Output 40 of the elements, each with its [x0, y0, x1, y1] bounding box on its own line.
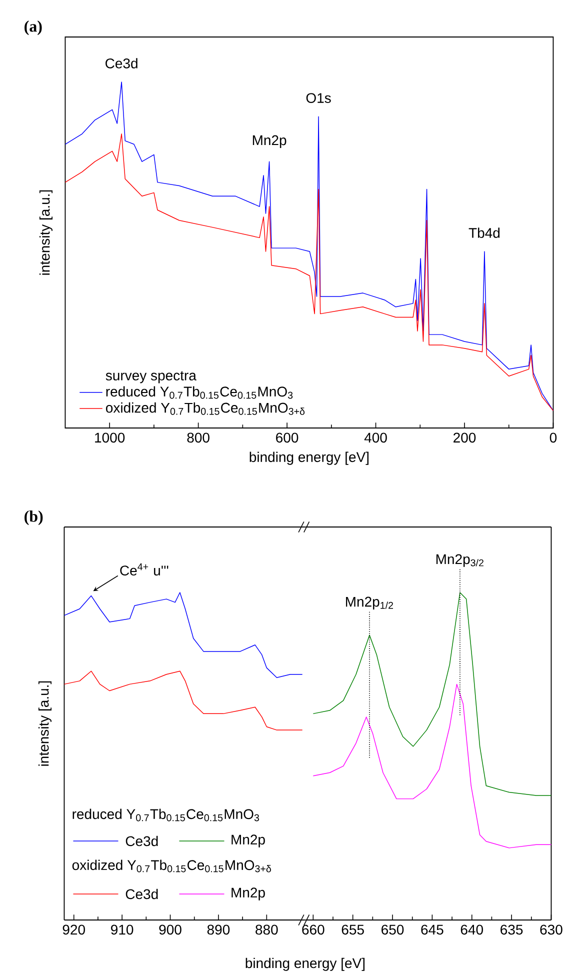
annotation: Mn2p$_{1/2}$ [346, 596, 393, 610]
x-tick-label: 645 [421, 924, 444, 935]
annotation: reduced Y$_{0.7}$Tb$_{0.15}$Ce$_{0.15}$MnO$_{3}$ [72, 808, 259, 822]
x-tick-label: 800 [187, 432, 210, 443]
chart-title: (a) [24, 20, 42, 36]
annotation: O1s [306, 93, 331, 103]
y-axis-title: intensity [a.u.] [39, 190, 52, 275]
legend-label: reduced Y$_{0.7}$Tb$_{0.15}$Ce$_{0.15}$MnO$_{3}$ [106, 386, 292, 399]
x-axis-title: binding energy [eV] [250, 452, 368, 465]
x-tick-label: 920 [62, 924, 85, 935]
x-tick-label: 200 [453, 432, 476, 443]
text: Mn2p$_{3/2}$ [436, 554, 484, 567]
x-tick-label: 0 [550, 432, 556, 443]
x-tick-label: 890 [207, 924, 230, 935]
legend-label: Mn2p [231, 888, 265, 900]
annotation: Ce$^{4+}$ u''' [120, 563, 168, 576]
x-tick-label: 655 [342, 924, 364, 935]
legend-title: survey spectra [106, 371, 196, 384]
x-tick-label: 635 [500, 924, 522, 935]
annotation: Mn2p [252, 135, 286, 148]
x-tick-label: 640 [460, 924, 483, 935]
y-axis-title: intensity [a.u.] [38, 681, 52, 766]
x-tick-label: 660 [302, 924, 324, 935]
x-axis-title: binding energy [eV] [246, 958, 364, 971]
legend-label: oxidized Y$_{0.7}$Tb$_{0.15}$Ce$_{0.15}$MnO$_{3+δ}$ [106, 402, 304, 415]
x-tick-label: 600 [276, 432, 298, 443]
x-tick-label: 910 [110, 924, 134, 935]
x-tick-label: 630 [540, 924, 562, 935]
chart-title: (b) [24, 510, 42, 526]
legend-label: Ce3d [126, 836, 158, 846]
x-tick-label: 1000 [94, 432, 124, 443]
legend-label: Mn2p [231, 834, 265, 848]
x-tick-label: 650 [381, 924, 404, 935]
annotation: oxidized Y$_{0.7}$Tb$_{0.15}$Ce$_{0.15}$MnO$_{3+δ}$ [72, 860, 271, 872]
annotation: Tb4d [468, 228, 500, 238]
x-tick-label: 400 [364, 432, 387, 443]
x-tick-label: 900 [159, 924, 182, 935]
legend-label: Ce3d [126, 888, 158, 900]
annotation: Ce3d [105, 58, 138, 68]
x-tick-label: 880 [255, 924, 278, 935]
